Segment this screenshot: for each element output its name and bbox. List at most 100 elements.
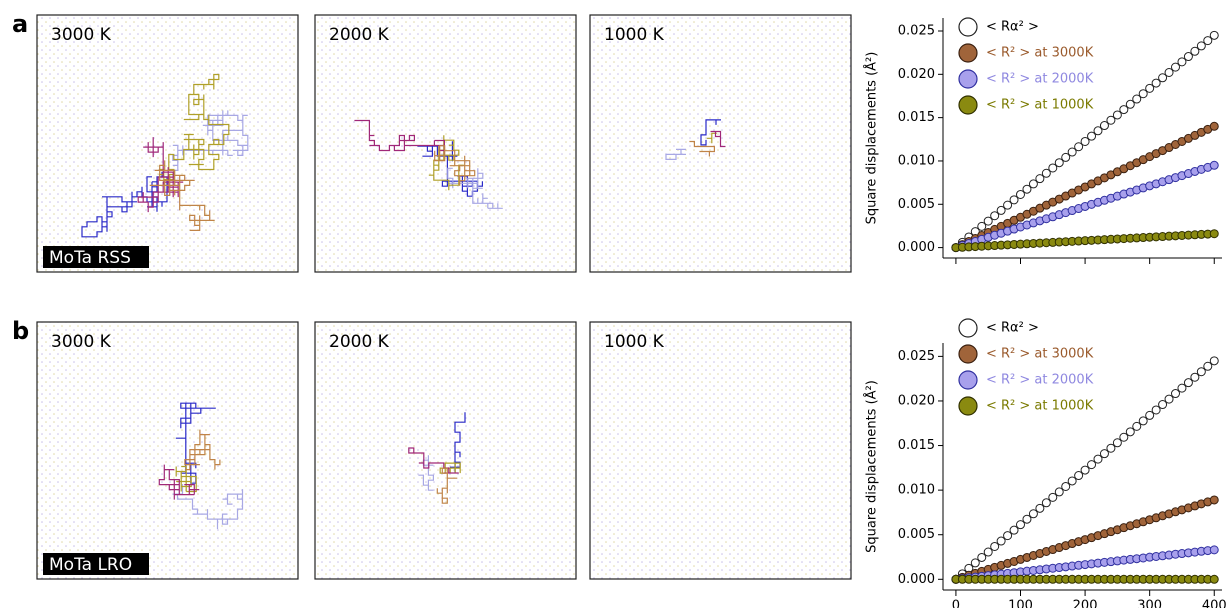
marker xyxy=(996,205,1006,215)
legend-label: < R² > at 2000K xyxy=(986,72,1094,87)
marker xyxy=(1190,46,1200,56)
marker xyxy=(1106,443,1116,453)
marker xyxy=(1093,454,1103,464)
marker xyxy=(1164,67,1174,77)
y-tick-label: 0.025 xyxy=(898,23,935,38)
trajectory xyxy=(689,140,715,157)
y-tick-label: 0.015 xyxy=(898,110,935,125)
y-tick-label: 0.020 xyxy=(898,67,935,82)
x-tick-label: 100 xyxy=(1008,599,1033,608)
x-tick-label: 200 xyxy=(1073,599,1098,608)
legend-label: < R² > at 1000K xyxy=(986,98,1094,113)
trajectory xyxy=(158,464,200,500)
panel-frame xyxy=(36,14,299,273)
marker xyxy=(1093,126,1103,136)
marker xyxy=(1009,525,1019,535)
temperature-label: 1000 K xyxy=(604,25,665,45)
panel-frame xyxy=(589,321,852,580)
plot-area xyxy=(951,30,1219,253)
marker xyxy=(1203,36,1213,46)
marker xyxy=(1209,30,1219,40)
marker xyxy=(1003,531,1013,541)
panel-frame xyxy=(314,14,577,273)
marker xyxy=(996,536,1006,546)
marker xyxy=(977,221,987,231)
marker xyxy=(1067,147,1077,157)
marker xyxy=(1048,492,1058,502)
trajectory xyxy=(137,137,184,213)
marker xyxy=(1171,389,1180,399)
marker xyxy=(1061,152,1071,162)
legend-label: < R² > at 2000K xyxy=(986,373,1094,388)
marker xyxy=(1119,105,1129,115)
temperature-label: 3000 K xyxy=(51,25,112,45)
y-tick-label: 0.015 xyxy=(898,438,935,453)
trajectory xyxy=(447,167,503,209)
trajectory xyxy=(418,455,434,491)
marker xyxy=(1132,421,1142,431)
marker xyxy=(1028,509,1038,519)
marker xyxy=(1028,179,1038,189)
marker xyxy=(1022,184,1032,194)
marker xyxy=(1209,574,1219,584)
marker xyxy=(1177,57,1187,67)
marker xyxy=(1099,449,1109,459)
marker xyxy=(1138,416,1148,426)
legend-marker xyxy=(958,370,978,390)
marker xyxy=(1054,487,1064,497)
marker xyxy=(1209,545,1219,555)
marker xyxy=(1074,142,1084,152)
marker xyxy=(1209,495,1219,505)
legend-label: < R² > at 3000K xyxy=(986,46,1094,61)
marker xyxy=(1164,394,1174,404)
marker xyxy=(1041,498,1051,508)
marker xyxy=(983,216,993,226)
y-tick-label: 0.005 xyxy=(898,197,935,212)
trajectory xyxy=(706,132,717,144)
marker xyxy=(990,541,1000,551)
marker xyxy=(1177,383,1187,393)
legend-marker xyxy=(958,95,978,115)
trajectory xyxy=(700,119,721,146)
trajectory xyxy=(439,462,461,474)
marker xyxy=(1151,405,1161,415)
sample-label-bg xyxy=(43,553,149,575)
marker xyxy=(1183,378,1193,388)
marker xyxy=(1171,62,1180,72)
y-tick-label: 0.020 xyxy=(898,393,935,408)
temperature-label: 3000 K xyxy=(51,332,112,352)
legend-marker xyxy=(958,69,978,89)
trajectory xyxy=(434,145,476,186)
marker xyxy=(990,211,1000,221)
marker xyxy=(1190,372,1200,382)
y-tick-label: 0.005 xyxy=(898,527,935,542)
trajectory xyxy=(172,484,244,530)
marker xyxy=(1196,41,1206,51)
legend-label: < Rα² > xyxy=(986,20,1039,35)
marker xyxy=(977,552,987,562)
legend-marker xyxy=(958,43,978,63)
marker xyxy=(1209,229,1219,239)
marker xyxy=(1067,476,1077,486)
sample-label: MoTa RSS xyxy=(49,248,131,268)
legend-marker xyxy=(958,344,978,364)
trajectory xyxy=(710,130,726,148)
marker xyxy=(1022,514,1032,524)
marker xyxy=(1112,438,1122,448)
marker xyxy=(1196,367,1206,377)
marker xyxy=(1035,503,1045,513)
marker xyxy=(1087,460,1097,470)
temperature-label: 2000 K xyxy=(329,25,390,45)
y-axis-label: Square displacements (Å²) xyxy=(864,380,880,553)
trajectory xyxy=(158,73,230,185)
marker xyxy=(1054,158,1064,168)
marker xyxy=(1080,465,1090,475)
y-axis-label: Square displacements (Å²) xyxy=(864,52,880,225)
sample-label: MoTa LRO xyxy=(49,555,132,575)
marker xyxy=(1112,110,1122,120)
marker xyxy=(1125,427,1135,437)
marker xyxy=(1209,356,1219,366)
panel-frame xyxy=(36,321,299,580)
trajectory xyxy=(149,160,215,231)
plot-area xyxy=(951,356,1219,584)
